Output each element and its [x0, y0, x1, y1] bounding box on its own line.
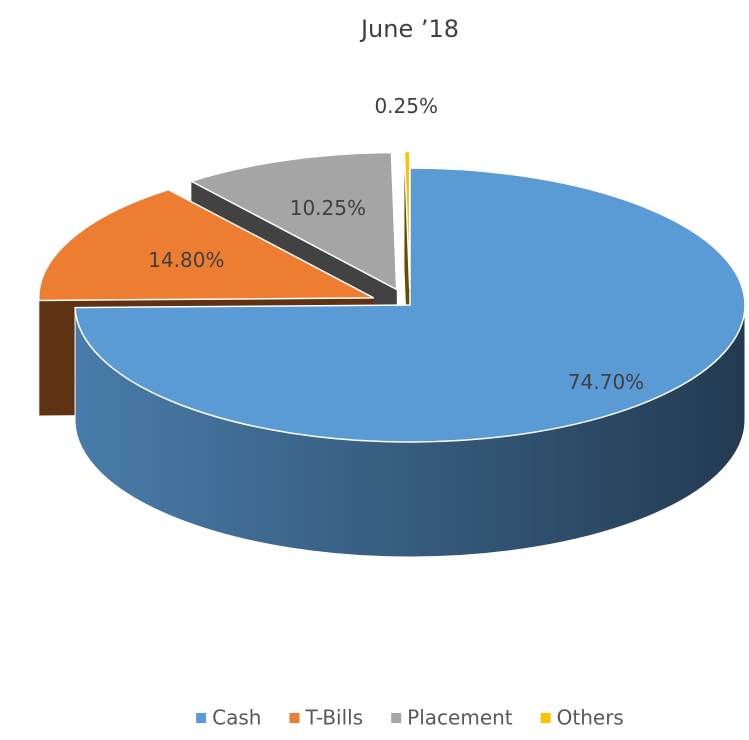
data-label: 10.25% — [290, 196, 366, 220]
legend-item: Placement — [391, 706, 513, 730]
legend-swatch — [391, 713, 402, 723]
legend-item: T-Bills — [289, 706, 363, 730]
legend-label: Placement — [407, 706, 513, 730]
chart-title: June ’18 — [359, 15, 459, 43]
legend-label: Others — [557, 706, 624, 730]
slice — [74, 167, 746, 558]
slice-top — [38, 188, 375, 302]
legend-swatch — [540, 713, 551, 723]
legend-label: T-Bills — [304, 706, 363, 730]
slice-top — [403, 150, 411, 289]
legend-item: Others — [540, 706, 624, 730]
legend-label: Cash — [212, 706, 261, 730]
data-label: 0.25% — [374, 94, 438, 118]
slice-top — [189, 151, 398, 291]
legend-swatch — [196, 713, 207, 723]
slice-top — [74, 167, 746, 443]
data-label: 14.80% — [148, 248, 224, 272]
data-label: 74.70% — [568, 370, 644, 394]
legend-item: Cash — [196, 706, 261, 730]
legend-swatch — [289, 713, 300, 723]
